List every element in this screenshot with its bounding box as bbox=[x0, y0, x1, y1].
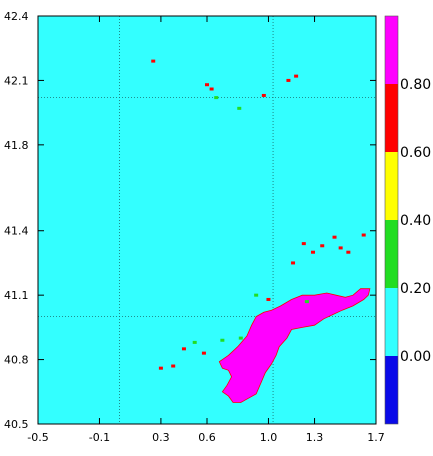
data-cell bbox=[254, 293, 259, 297]
data-cell bbox=[237, 106, 242, 110]
colorbar-label: 0.60 bbox=[400, 145, 431, 161]
y-tick-label: 40.8 bbox=[4, 354, 29, 367]
data-cell bbox=[209, 87, 214, 91]
y-tick-label: 41.8 bbox=[4, 139, 29, 152]
y-tick-label: 42.1 bbox=[4, 74, 29, 87]
colorbar: 0.00 0.20 0.40 0.60 0.80 bbox=[384, 15, 431, 425]
colorbar-band bbox=[385, 16, 398, 84]
data-cell bbox=[192, 340, 197, 344]
x-tick-label: -0.5 bbox=[27, 431, 48, 444]
y-tick-label: 41.1 bbox=[4, 289, 29, 302]
colorbar-band bbox=[385, 84, 398, 152]
data-cell bbox=[214, 96, 219, 100]
data-cell bbox=[286, 78, 291, 82]
colorbar-label: 0.00 bbox=[400, 349, 431, 365]
x-axis: -0.5 -0.1 0.3 0.6 1.0 1.3 1.7 bbox=[27, 16, 385, 444]
x-tick-label: 1.0 bbox=[260, 431, 278, 444]
data-cell bbox=[320, 244, 325, 248]
x-tick-label: 1.3 bbox=[306, 431, 324, 444]
data-cell bbox=[201, 351, 206, 355]
data-cell bbox=[332, 235, 337, 239]
colorbar-band bbox=[385, 220, 398, 288]
data-cell bbox=[205, 83, 209, 87]
data-cell bbox=[311, 250, 316, 254]
colorbar-label: 0.40 bbox=[400, 213, 431, 229]
data-cell bbox=[151, 59, 156, 63]
data-cell bbox=[171, 364, 176, 368]
x-tick-label: 0.3 bbox=[152, 431, 170, 444]
x-tick-label: 1.7 bbox=[367, 431, 385, 444]
x-tick-label: -0.1 bbox=[89, 431, 110, 444]
colorbar-label: 0.80 bbox=[400, 77, 431, 93]
y-tick-label: 40.5 bbox=[4, 418, 29, 431]
data-cell bbox=[361, 233, 366, 237]
data-cell bbox=[238, 336, 243, 340]
data-cell bbox=[301, 242, 306, 246]
heatmap-background bbox=[38, 16, 376, 424]
colorbar-label: 0.20 bbox=[400, 281, 431, 297]
high-value-region bbox=[218, 288, 371, 403]
data-cell bbox=[346, 250, 351, 254]
colorbar-band bbox=[385, 356, 398, 424]
x-tick-label: 0.6 bbox=[198, 431, 216, 444]
data-cell bbox=[220, 338, 225, 342]
data-cell bbox=[266, 297, 271, 301]
y-axis: 40.5 40.8 41.1 41.4 41.8 42.1 42.4 bbox=[4, 10, 376, 431]
data-cell bbox=[338, 246, 343, 250]
data-cell bbox=[158, 366, 163, 370]
colorbar-band bbox=[385, 152, 398, 220]
data-cell bbox=[291, 261, 296, 265]
colorbar-band bbox=[385, 288, 398, 356]
plot-area bbox=[37, 15, 377, 425]
data-cell bbox=[261, 93, 266, 97]
data-cell bbox=[181, 347, 186, 351]
data-cell bbox=[294, 74, 299, 78]
y-tick-label: 41.4 bbox=[4, 225, 29, 238]
data-cell bbox=[304, 300, 309, 304]
colorbar-frame bbox=[384, 15, 399, 425]
y-tick-label: 42.4 bbox=[4, 10, 29, 23]
